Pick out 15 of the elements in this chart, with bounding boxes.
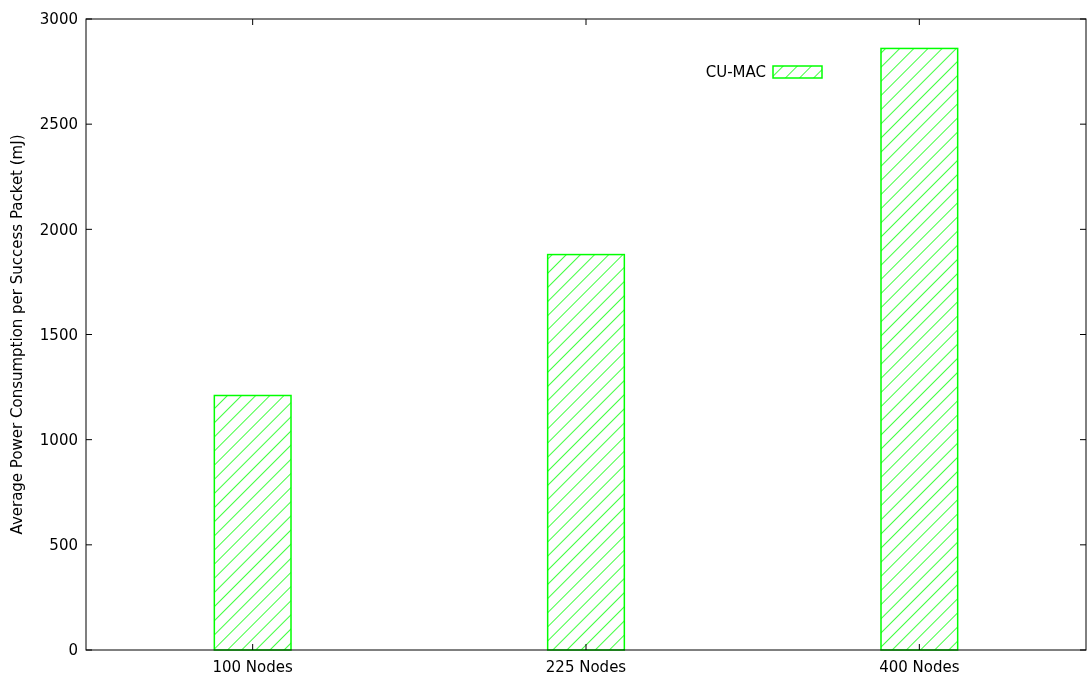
y-tick-label: 0: [68, 641, 78, 660]
x-tick-label: 225 Nodes: [545, 658, 627, 676]
y-tick-label: 2500: [39, 115, 78, 134]
x-tick-label: 100 Nodes: [212, 658, 294, 676]
y-tick-label: 500: [49, 536, 78, 555]
x-tick-label: 400 Nodes: [879, 658, 960, 676]
bar: [213, 394, 292, 651]
y-tick-label: 1000: [39, 430, 78, 449]
y-tick-label: 3000: [39, 10, 78, 29]
legend-label: CU-MAC: [705, 63, 766, 82]
y-tick-label: 2000: [39, 220, 78, 239]
bar: [546, 253, 626, 651]
y-axis-title: Average Power Consumption per Success Packet (mJ): [8, 134, 26, 535]
bar: [880, 47, 959, 651]
y-tick-label: 1500: [39, 325, 78, 344]
